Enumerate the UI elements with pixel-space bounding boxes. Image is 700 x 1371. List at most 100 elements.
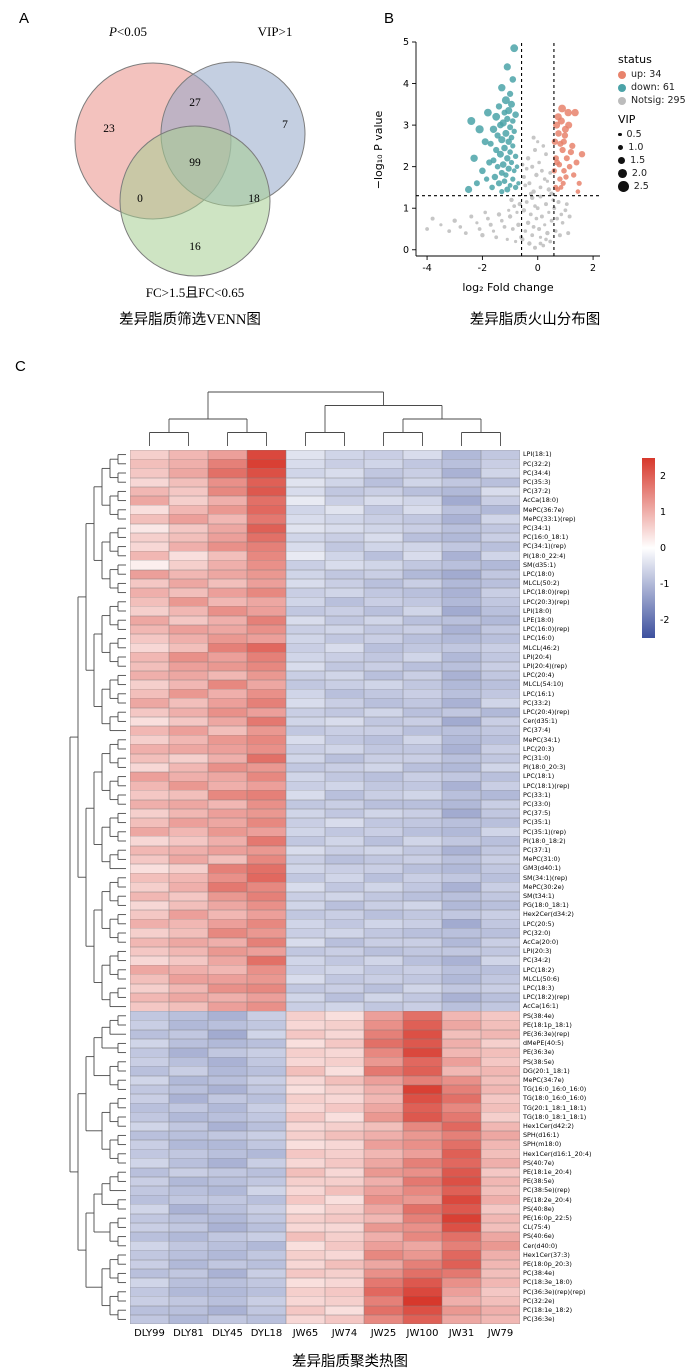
heatmap-row-label: MLCL(50:6) xyxy=(523,974,560,983)
heatmap-cell xyxy=(442,588,481,598)
heatmap-row-label: PE(36:3e) xyxy=(523,1048,555,1057)
heatmap-cell xyxy=(325,680,364,690)
heatmap-cell xyxy=(442,450,481,460)
heatmap-cell xyxy=(442,808,481,819)
heatmap-cell xyxy=(442,1140,481,1150)
heatmap-cell xyxy=(247,762,286,773)
volcano-legend: status up: 34 down: 61 Notsig: 295 VIP 0.5 1.0… xyxy=(618,46,698,194)
heatmap-cell xyxy=(481,799,520,810)
legend-dot-icon xyxy=(618,70,626,79)
heatmap-cell xyxy=(247,956,286,966)
heatmap-cell xyxy=(208,919,247,929)
heatmap-cell xyxy=(286,597,325,607)
heatmap-cell xyxy=(247,1158,286,1168)
heatmap-cell xyxy=(364,762,403,773)
heatmap-cell xyxy=(286,634,325,644)
heatmap-cell xyxy=(208,845,247,856)
volcano-caption: 差异脂质火山分布图 xyxy=(469,312,601,328)
heatmap-cell xyxy=(130,459,169,469)
heatmap-cell xyxy=(403,882,442,892)
heatmap-cell xyxy=(325,1241,364,1251)
heatmap-cell xyxy=(169,762,208,773)
heatmap-cell xyxy=(442,772,481,782)
volcano-point xyxy=(480,233,485,238)
volcano-point xyxy=(512,184,519,191)
heatmap-cell xyxy=(208,937,247,948)
volcano-point xyxy=(551,138,559,145)
y-tick-label: 1 xyxy=(403,203,409,214)
heatmap-cell xyxy=(364,845,403,856)
heatmap-cell xyxy=(286,1287,325,1297)
heatmap-row-label: TG(18:0_18:1_18:1) xyxy=(523,1112,587,1121)
heatmap-cell xyxy=(208,578,247,589)
heatmap-cell xyxy=(442,1084,481,1095)
heatmap-cell xyxy=(247,753,286,764)
heatmap-column-label: JW100 xyxy=(406,1328,439,1339)
heatmap-cell xyxy=(130,477,169,488)
heatmap-cell xyxy=(247,1213,286,1224)
heatmap-cell xyxy=(325,1002,364,1012)
heatmap-cell xyxy=(442,661,481,672)
heatmap-cell xyxy=(286,532,325,543)
heatmap-cell xyxy=(130,845,169,856)
heatmap-cell xyxy=(325,468,364,478)
heatmap-cell xyxy=(364,643,403,653)
heatmap-cell xyxy=(169,1057,208,1067)
heatmap-cell xyxy=(130,486,169,497)
heatmap-cell xyxy=(130,891,169,902)
heatmap-cell xyxy=(364,624,403,635)
heatmap-cell xyxy=(130,873,169,883)
heatmap-cell xyxy=(247,606,286,616)
heatmap-cell xyxy=(130,680,169,690)
heatmap-row-label: PS(38:4e) xyxy=(523,1011,555,1020)
heatmap-cell xyxy=(286,1278,325,1288)
heatmap-cell xyxy=(130,652,169,662)
heatmap-cell xyxy=(208,1029,247,1040)
volcano-point xyxy=(573,159,580,166)
heatmap-row-label: PC(35:3) xyxy=(523,478,551,486)
heatmap-cell xyxy=(286,689,325,699)
heatmap-cell xyxy=(286,781,325,791)
heatmap-cell xyxy=(442,496,481,506)
heatmap-cell xyxy=(130,937,169,948)
volcano-point xyxy=(510,118,516,124)
heatmap-cell xyxy=(481,919,520,929)
heatmap-cell xyxy=(286,1149,325,1159)
heatmap-cell xyxy=(442,606,481,616)
heatmap-cell xyxy=(286,1204,325,1214)
heatmap-cell xyxy=(286,1232,325,1242)
heatmap-cell xyxy=(247,891,286,902)
volcano-point xyxy=(569,142,576,149)
heatmap-cell xyxy=(442,1176,481,1187)
heatmap-cell xyxy=(325,689,364,699)
heatmap-cell xyxy=(403,864,442,874)
volcano-point xyxy=(517,201,522,207)
heatmap-cell xyxy=(403,588,442,598)
heatmap-cell xyxy=(481,854,520,865)
heatmap-cell xyxy=(286,1038,325,1049)
volcano-point xyxy=(563,208,568,213)
heatmap-cell xyxy=(169,1241,208,1251)
heatmap-cell xyxy=(325,698,364,708)
volcano-point xyxy=(523,229,528,233)
heatmap-cell xyxy=(403,753,442,764)
heatmap-cell xyxy=(130,1222,169,1233)
heatmap-row-label: PC(37:4) xyxy=(523,726,551,735)
heatmap-cell xyxy=(208,542,247,552)
volcano-point xyxy=(504,186,511,193)
heatmap-cell xyxy=(403,514,442,524)
heatmap-cell xyxy=(208,1278,247,1288)
heatmap-cell xyxy=(481,992,520,1003)
heatmap-cell xyxy=(481,459,520,469)
heatmap-cell xyxy=(364,854,403,865)
heatmap-cell xyxy=(442,1149,481,1159)
volcano-point xyxy=(501,109,508,116)
heatmap-column-label: DLY81 xyxy=(173,1328,204,1339)
heatmap-cell xyxy=(442,854,481,865)
heatmap-cell xyxy=(364,726,403,736)
heatmap-cell xyxy=(364,615,403,626)
volcano-point xyxy=(540,168,544,173)
heatmap-cell xyxy=(208,1149,247,1159)
volcano-point xyxy=(566,163,573,170)
heatmap-cell xyxy=(208,753,247,764)
